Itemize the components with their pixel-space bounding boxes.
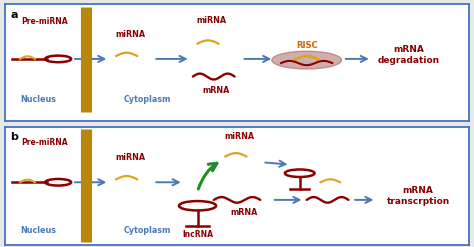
Circle shape — [272, 51, 341, 69]
Text: miRNA: miRNA — [115, 153, 145, 162]
Text: miRNA: miRNA — [224, 132, 255, 141]
Text: Pre-miRNA: Pre-miRNA — [21, 138, 68, 147]
Text: Nucleus: Nucleus — [20, 226, 56, 235]
Text: lncRNA: lncRNA — [182, 230, 213, 240]
Text: mRNA: mRNA — [202, 86, 230, 95]
Text: miRNA: miRNA — [196, 16, 227, 24]
Text: Cytoplasm: Cytoplasm — [123, 226, 171, 235]
Text: Nucleus: Nucleus — [20, 95, 56, 104]
Text: mRNA
degradation: mRNA degradation — [378, 45, 440, 65]
Text: b: b — [10, 132, 18, 142]
Text: mRNA: mRNA — [230, 208, 258, 217]
Text: Pre-miRNA: Pre-miRNA — [21, 17, 68, 26]
Text: mRNA
transcrption: mRNA transcrption — [386, 186, 450, 206]
Text: RISC: RISC — [296, 41, 318, 50]
Text: a: a — [10, 10, 18, 20]
Text: miRNA: miRNA — [115, 30, 145, 39]
Text: Cytoplasm: Cytoplasm — [123, 95, 171, 104]
